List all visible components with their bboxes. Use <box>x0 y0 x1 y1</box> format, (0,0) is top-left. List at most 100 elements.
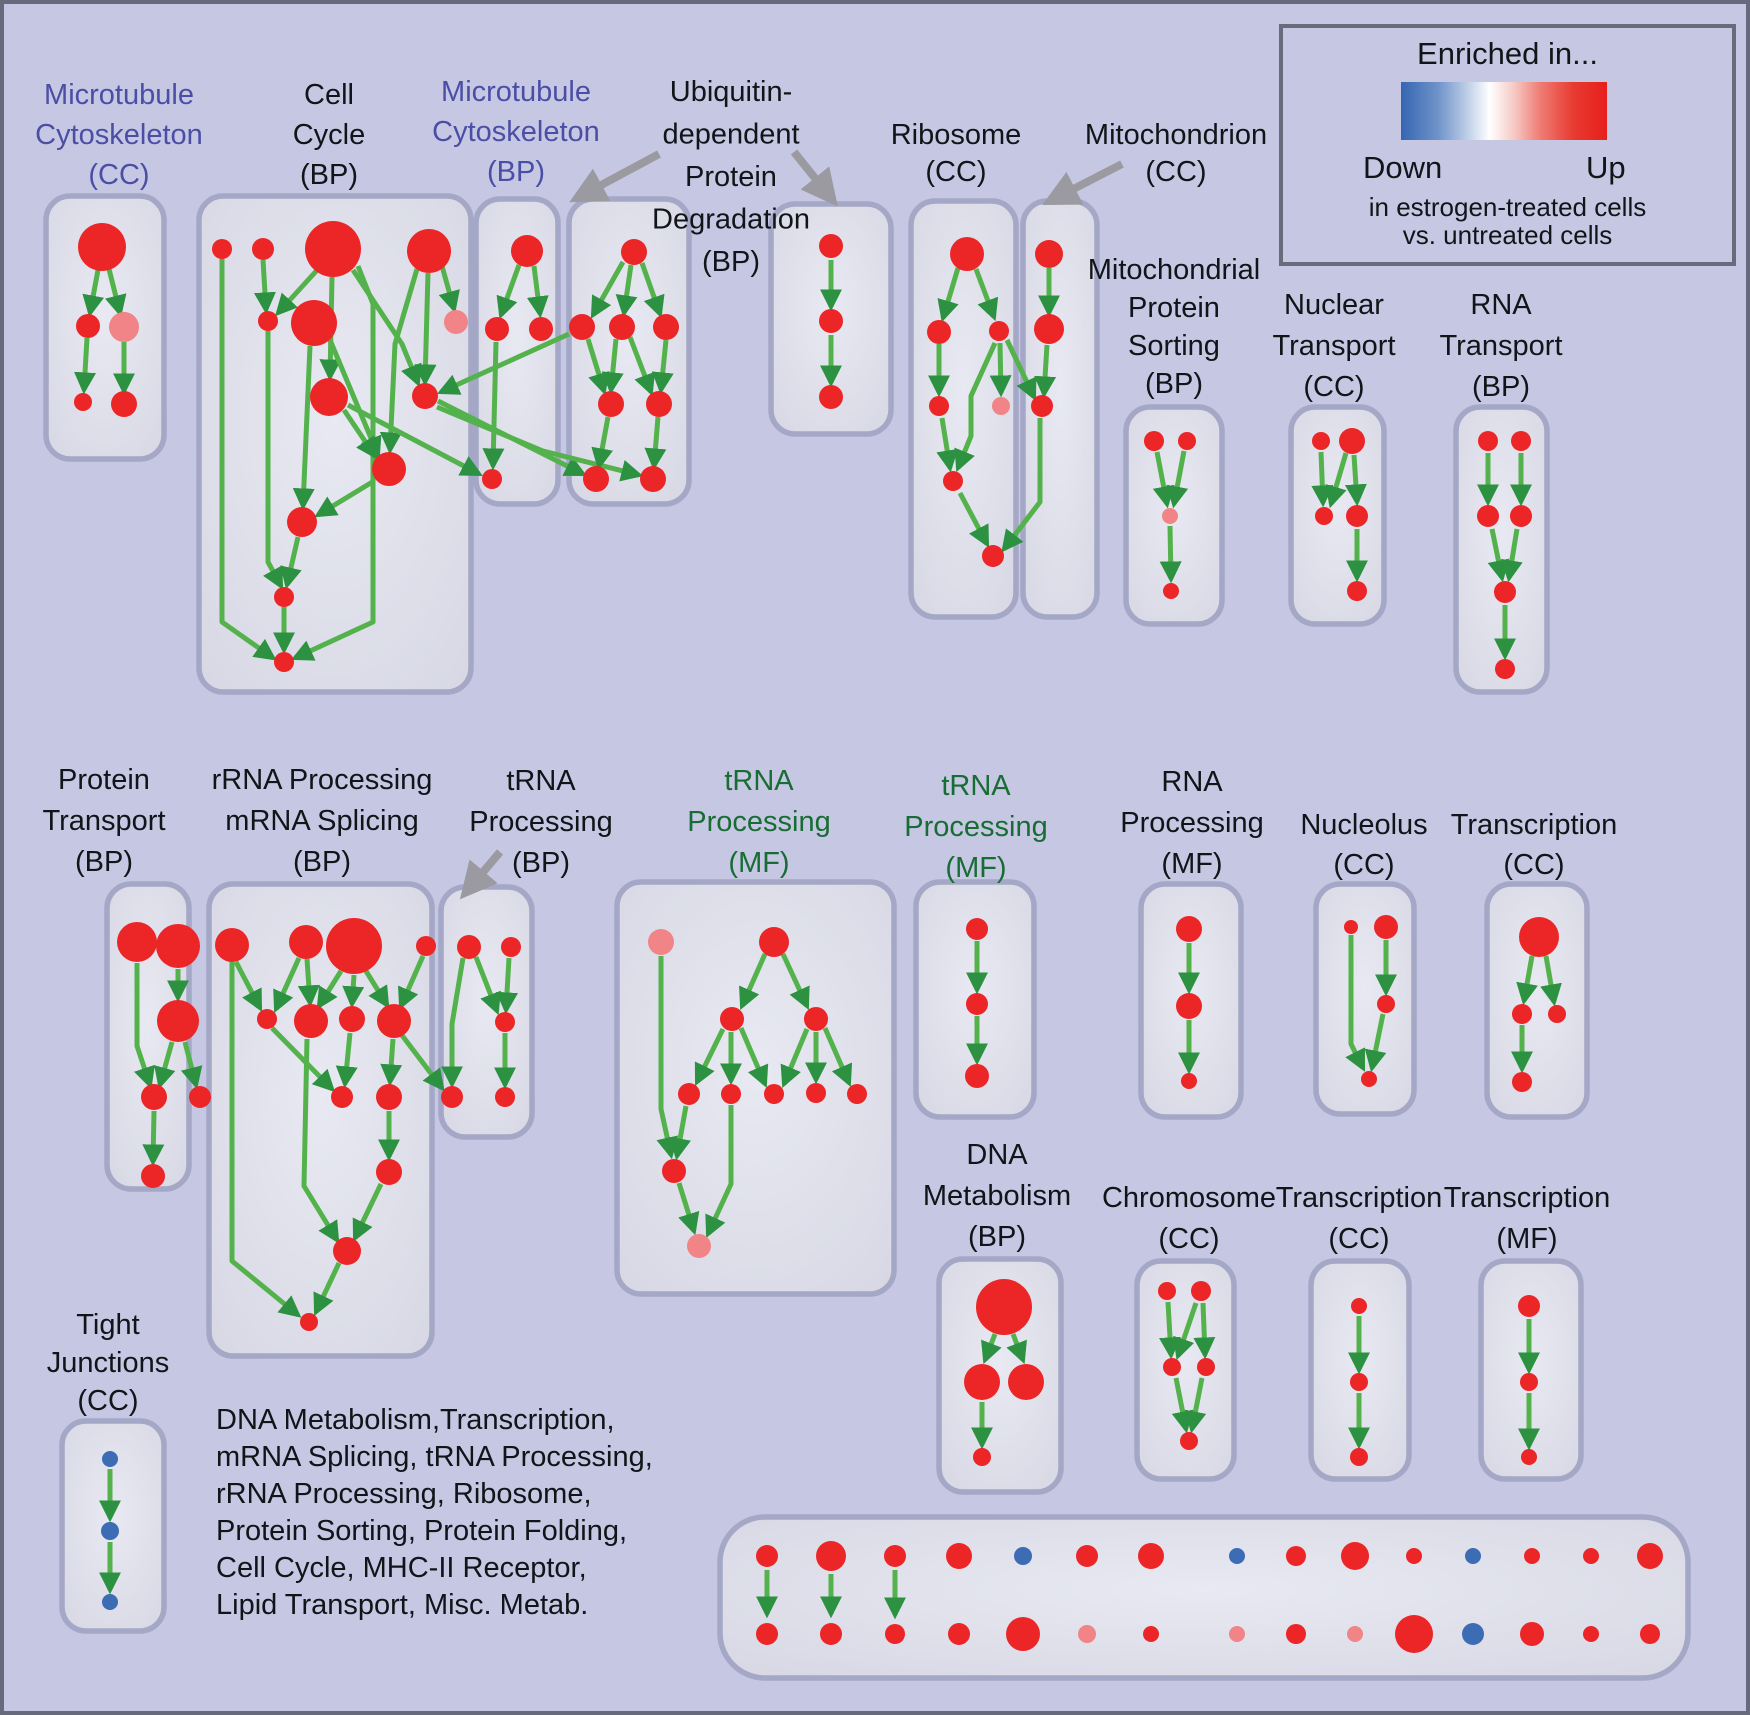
cluster-label-rna-transport-bp: RNA <box>1470 289 1532 321</box>
legend-subtitle-line1: in estrogen-treated cells <box>1368 192 1647 222</box>
node <box>982 545 1004 567</box>
node <box>258 311 278 331</box>
node <box>966 918 988 940</box>
node <box>441 1086 463 1108</box>
strip-node-bottom <box>1229 1626 1245 1642</box>
node <box>156 924 200 968</box>
edge <box>780 1028 810 1089</box>
node <box>111 391 137 417</box>
cluster-label-chromosome-cc: (CC) <box>1158 1223 1219 1255</box>
edge <box>280 536 302 590</box>
node <box>102 1451 118 1467</box>
node <box>377 1004 411 1038</box>
cluster-label-trna-processing-mf-large: Processing <box>687 806 830 838</box>
node <box>215 928 249 962</box>
node <box>569 314 595 340</box>
node <box>274 587 294 607</box>
cluster-box-misc-strip <box>717 1514 1691 1681</box>
edge <box>1325 452 1349 509</box>
node <box>992 397 1010 415</box>
node <box>598 391 624 417</box>
cluster-label-rrna-processing-mrna-splicing-bp: mRNA Splicing <box>225 805 418 837</box>
cluster-label-trna-processing-bp: tRNA <box>506 765 576 797</box>
edge <box>314 478 376 518</box>
node <box>964 1364 1000 1400</box>
node <box>1144 431 1164 451</box>
node <box>648 929 674 955</box>
cluster-label-trna-processing-mf-small: (MF) <box>945 852 1006 884</box>
cluster-label-nuclear-transport-cc: Transport <box>1272 330 1395 362</box>
cluster-label-rna-transport-bp: Transport <box>1439 330 1562 362</box>
edge <box>1166 450 1189 509</box>
node <box>141 1084 167 1110</box>
node <box>331 1086 353 1108</box>
edge <box>363 969 390 1009</box>
strip-node-top <box>1229 1548 1245 1564</box>
edge <box>1159 1301 1181 1360</box>
node <box>376 1084 402 1110</box>
edge <box>1193 1302 1216 1360</box>
cluster-label-tight-junctions-cc: (CC) <box>77 1385 138 1417</box>
edge <box>436 331 571 395</box>
node <box>1518 1295 1540 1317</box>
node <box>966 993 988 1015</box>
node <box>1181 1073 1197 1089</box>
cluster-label-protein-transport-bp: Transport <box>42 805 165 837</box>
node <box>1034 314 1064 344</box>
cluster-label-ribosome-cc: (CC) <box>925 156 986 188</box>
node <box>1511 431 1531 451</box>
node <box>1377 995 1395 1013</box>
node <box>1512 1072 1532 1092</box>
strip-node-bottom <box>1395 1615 1433 1653</box>
node <box>416 936 436 956</box>
node <box>1346 505 1368 527</box>
node <box>976 1279 1032 1335</box>
edge <box>1500 528 1523 583</box>
edge <box>739 952 768 1011</box>
strip-node-bottom <box>1640 1624 1660 1644</box>
node <box>804 1007 828 1031</box>
cluster-label-mito-protein-sorting-bp: Sorting <box>1128 330 1220 362</box>
node <box>806 1083 826 1103</box>
edge <box>270 1026 336 1093</box>
node <box>1519 917 1559 957</box>
edge <box>1540 955 1562 1007</box>
node <box>1512 1004 1532 1024</box>
edge <box>346 402 483 477</box>
cluster-label-mt-cyto-cc: (CC) <box>88 159 149 191</box>
node <box>274 652 294 672</box>
edge <box>133 963 155 1090</box>
cluster-label-trna-processing-mf-large: tRNA <box>724 765 794 797</box>
node <box>662 1159 686 1183</box>
edge <box>1345 935 1366 1072</box>
cluster-label-protein-transport-bp: (BP) <box>75 846 133 878</box>
node <box>609 314 635 340</box>
node <box>300 1313 318 1331</box>
edge <box>590 260 626 319</box>
cluster-label-cell-cycle-bp: (BP) <box>300 159 358 191</box>
edge <box>219 259 277 661</box>
cluster-label-ribosome-cc: Ribosome <box>891 119 1022 151</box>
annotation-text-line: Protein Sorting, Protein Folding, <box>216 1515 627 1547</box>
cluster-label-transcription-mf: (MF) <box>1496 1223 1557 1255</box>
edge <box>154 1041 176 1090</box>
node <box>759 927 789 957</box>
edge <box>957 491 990 548</box>
cluster-label-nuclear-transport-cc: Nuclear <box>1284 289 1384 321</box>
edge <box>585 338 610 396</box>
annotation-text-line: Cell Cycle, MHC-II Receptor, <box>216 1552 587 1584</box>
gray-callout-arrow <box>459 849 504 900</box>
edge <box>342 974 365 1009</box>
cluster-label-transcription-cc-bottom: (CC) <box>1328 1223 1389 1255</box>
strip-node-bottom <box>820 1623 842 1645</box>
edge <box>1487 528 1510 583</box>
cluster-label-mt-cyto-cc: Cytoskeleton <box>35 119 203 151</box>
edge <box>591 416 613 471</box>
node <box>109 312 139 342</box>
strip-node-top <box>1076 1545 1098 1567</box>
edge <box>180 1041 203 1090</box>
strip-node-bottom <box>1462 1623 1484 1645</box>
legend-gradient-bar <box>1401 82 1607 140</box>
node <box>1191 1281 1211 1301</box>
